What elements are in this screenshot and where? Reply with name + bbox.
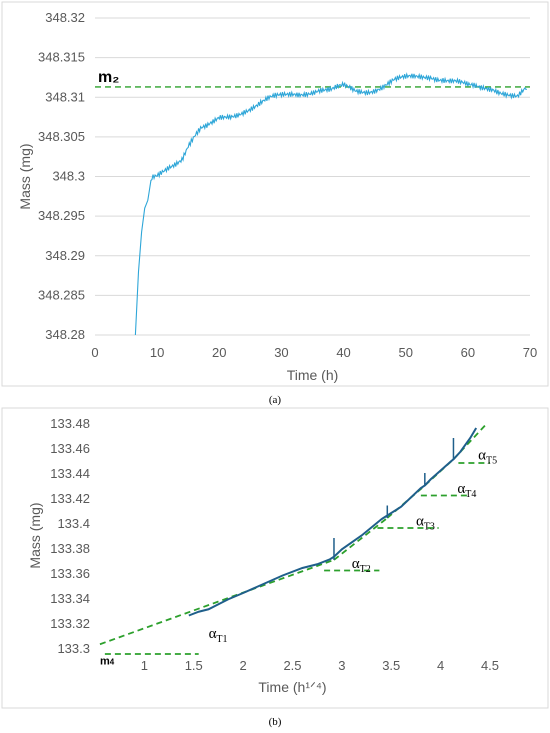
x-tick-label-b: 3 (338, 658, 345, 673)
y-axis-label-b: Mass (mg) (27, 502, 43, 568)
panel-b-label: (b) (269, 716, 282, 728)
x-tick-label-a: 30 (274, 345, 288, 360)
annotation-alpha-t2: αT2 (352, 556, 371, 575)
x-tick-label-a: 0 (91, 345, 98, 360)
series-line-a (134, 72, 527, 336)
tangent-line-t2 (333, 517, 388, 561)
x-tick-label-a: 10 (150, 345, 164, 360)
annotation-alpha-t1: αT1 (209, 626, 228, 645)
y-tick-label-b: 133.3 (57, 641, 90, 656)
y-tick-label-a: 348.3 (52, 169, 85, 184)
x-tick-label-a: 60 (461, 345, 475, 360)
x-tick-label-a: 50 (398, 345, 412, 360)
y-tick-label-a: 348.295 (38, 208, 85, 223)
y-tick-label-b: 133.32 (50, 616, 90, 631)
y-tick-label-a: 348.29 (45, 248, 85, 263)
y-tick-label-a: 348.305 (38, 129, 85, 144)
x-tick-label-b: 1.5 (185, 658, 203, 673)
chart-b: 133.3 133.32 133.34 133.36 133.38 133.4 133.42… (1, 407, 549, 709)
y-tick-label-b: 133.44 (50, 466, 90, 481)
annotation-alpha-t3: αT3 (416, 514, 435, 533)
y-tick-label-a: 348.31 (45, 89, 85, 104)
chart-a-frame (1, 1, 549, 387)
x-tick-label-a: 70 (523, 345, 537, 360)
annotation-m4: m4 (100, 655, 115, 667)
x-tick-label-b: 4 (437, 658, 444, 673)
series-line-b (188, 427, 478, 617)
y-tick-label-b: 133.38 (50, 541, 90, 556)
x-tick-label-b: 2.5 (283, 658, 301, 673)
panel-a-label: (a) (269, 394, 282, 406)
chart-b-frame (1, 407, 549, 709)
y-tick-label-a: 348.32 (45, 10, 85, 25)
y-tick-label-a: 348.285 (38, 287, 85, 302)
x-axis-label-a: Time (h) (287, 367, 339, 383)
x-tick-label-b: 3.5 (382, 658, 400, 673)
y-tick-label-b: 133.4 (57, 516, 90, 531)
y-tick-label-b: 133.46 (50, 441, 90, 456)
y-tick-label-a: 348.28 (45, 327, 85, 342)
y-tick-label-b: 133.42 (50, 491, 90, 506)
annotation-alpha-t4: αT4 (457, 481, 476, 500)
reference-line-label: m₂ (98, 69, 119, 86)
x-axis-label-b: Time (h¹ᐟ⁴) (258, 679, 326, 695)
x-tick-label-a: 20 (212, 345, 226, 360)
tangent-line-t1 (99, 559, 335, 646)
y-axis-label-a: Mass (mg) (17, 143, 33, 209)
annotation-alpha-t5: αT5 (478, 447, 497, 466)
x-tick-label-b: 2 (240, 658, 247, 673)
x-tick-label-b: 4.5 (481, 658, 499, 673)
y-tick-label-b: 133.48 (50, 416, 90, 431)
y-tick-label-b: 133.34 (50, 591, 90, 606)
tangent-line-t5 (452, 424, 486, 460)
y-tick-label-a: 348.315 (38, 50, 85, 65)
x-tick-label-a: 40 (336, 345, 350, 360)
y-tick-label-b: 133.36 (50, 566, 90, 581)
x-tick-label-b: 1 (141, 658, 148, 673)
chart-a: 348.28 348.285 348.29 348.295 348.3 348.305 34… (1, 1, 549, 387)
